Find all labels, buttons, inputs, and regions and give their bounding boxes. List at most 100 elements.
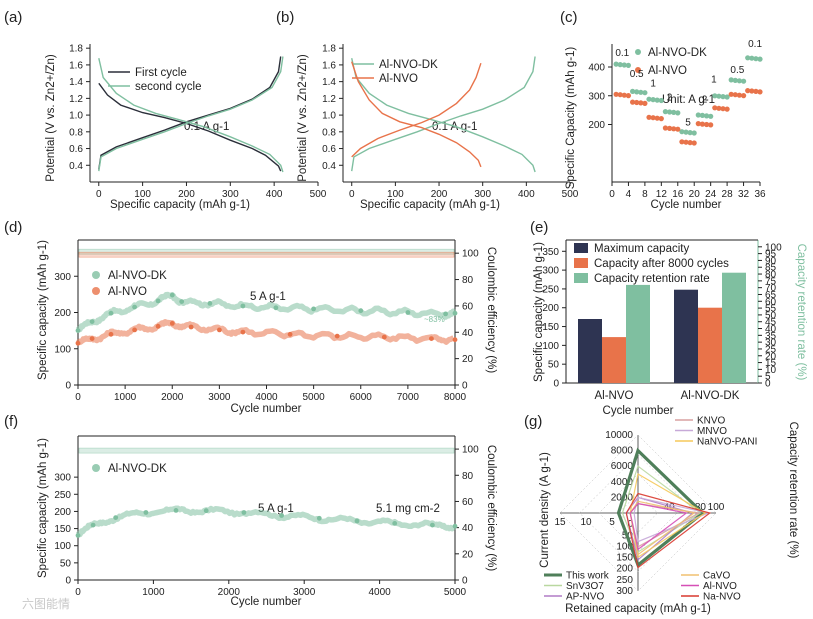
panel-b-legend-label: Al-NVO-DK (379, 59, 438, 71)
panel-a-x-tick-label: 200 (178, 189, 195, 200)
panel-e-bar-maximum-capacity (674, 289, 698, 383)
panel-g-axis-tick: 10000 (605, 430, 633, 441)
panel-e-y-tick-label: 300 (542, 266, 559, 277)
panel-c-rate-label: 1 (711, 75, 717, 86)
panel-b-series-al-nvo-dk-charge (351, 56, 536, 172)
panel-d-y2-tick-label: 80 (462, 275, 474, 286)
panel-c-point-al-nvo (679, 139, 685, 145)
panel-c-x-tick-label: 20 (689, 189, 701, 200)
panel-c-rate-label: 1 (650, 79, 656, 90)
panel-e-y2-tick-label: 20 (765, 351, 777, 362)
panel-a: (a) Specific capacity (mAh g-1) Potentia… (4, 9, 250, 211)
panel-c-x-tick-label: 12 (656, 189, 668, 200)
panel-label-b: (b) (276, 9, 294, 26)
panel-f-point-al-nvo-dk (75, 533, 81, 538)
panel-c-point-al-nvo-dk (646, 96, 652, 102)
panel-e-y2label: Capacity retention rate (%) (795, 244, 807, 381)
panel-c-point-al-nvo (699, 121, 706, 127)
panel-c-point-al-nvo-dk (630, 88, 636, 94)
panel-d-x-tick-label: 6000 (350, 392, 373, 403)
panel-f-point-al-nvo-dk (354, 518, 360, 524)
panel-c-legend-label: Al-NVO (648, 65, 687, 77)
panel-d-point-al-nvo-dk (132, 304, 138, 310)
panel-d-x-tick-label: 2000 (161, 392, 184, 403)
panel-c-ylabel: Specific Capacity (mAh g-1) (565, 47, 577, 190)
panel-g-axis-tick: 8000 (611, 446, 634, 457)
panel-b: (b) Specific capacity (mAh g-1) Potentia… (276, 9, 500, 211)
panel-c-point-al-nvo-dk (634, 89, 640, 95)
panel-f-ylabel: Specific capacity (mAh g-1) (37, 438, 49, 578)
panel-c-point-al-nvo (613, 91, 619, 97)
panel-e-y-tick-label: 100 (542, 341, 559, 352)
panel-d-point-al-nvo (240, 329, 246, 335)
panel-d-x-tick-label: 5000 (303, 392, 326, 403)
panel-c-point-al-nvo-dk (642, 90, 648, 96)
panel-g-axis-tick: 80 (695, 502, 707, 513)
panel-a-x-tick-label: 300 (222, 189, 239, 200)
panel-c-point-al-nvo-dk (675, 110, 681, 116)
panel-label-g: (g) (524, 413, 542, 430)
panel-e-y2-tick-label: 50 (765, 310, 777, 321)
panel-c-point-al-nvo (658, 116, 664, 122)
panel-c-point-al-nvo (720, 106, 726, 112)
panel-c-point-al-nvo (650, 115, 656, 121)
panel-d-point-al-nvo-dk (75, 328, 81, 333)
panel-c-point-al-nvo (708, 122, 714, 128)
panel-e-y-tick-label: 250 (542, 284, 559, 295)
panel-a-series-second-cycle-charge (98, 56, 284, 172)
panel-c-point-al-nvo-dk (704, 113, 710, 119)
panel-e-y2-tick-label: 95 (765, 249, 777, 260)
panel-c-point-al-nvo-dk (757, 56, 763, 62)
panel-label-f: (f) (4, 413, 18, 430)
panel-c-rate-label: 0.1 (748, 39, 762, 50)
panel-d-point-al-nvo (108, 331, 114, 337)
panel-g-legend-label: SnV3O7 (566, 581, 604, 592)
panel-b-series-al-nvo-charge (351, 62, 482, 158)
panel-c-point-al-nvo-dk (749, 55, 755, 61)
panel-g-axis-tick: 4000 (611, 477, 634, 488)
panel-f: (f) Cycle number Specific capacity (mAh … (4, 413, 497, 608)
panel-c-point-al-nvo-dk (708, 113, 714, 119)
panel-c-annotation: Unit: A g-1 (662, 94, 715, 106)
panel-e-legend-label: Capacity after 8000 cycles (594, 258, 729, 270)
panel-c-point-al-nvo (753, 88, 759, 94)
panel-c-point-al-nvo-dk (695, 112, 701, 118)
panel-e-y2-tick-label: 65 (765, 290, 777, 301)
panel-f-y-tick-label: 300 (54, 473, 71, 484)
panel-c-point-al-nvo-dk (745, 55, 751, 61)
panel-c-point-al-nvo-dk (658, 97, 664, 104)
panel-g-series-nanvo-pani (629, 473, 707, 559)
panel-b-y-tick-label: 1.8 (322, 44, 336, 55)
panel-c-point-al-nvo (732, 92, 738, 98)
panel-g-series-mnvo (633, 496, 711, 543)
panel-f-point-al-nvo-dk (90, 522, 96, 528)
panel-d-ce-band (78, 248, 455, 255)
panel-f-point-al-nvo-dk (392, 521, 398, 526)
panel-c-legend-marker (635, 67, 641, 73)
panel-b-legend-label: Al-NVO (379, 73, 418, 85)
panel-b-y-tick-label: 1.2 (322, 94, 336, 105)
panel-f-y-tick-label: 100 (54, 541, 71, 552)
panel-a-y-tick-label: 0.4 (69, 161, 83, 172)
panel-e-y-tick-label: 150 (542, 322, 559, 333)
panel-c-point-al-nvo-dk (613, 61, 619, 67)
panel-f-y-tick-label: 0 (65, 576, 71, 587)
panel-e-y-tick-label: 0 (553, 379, 559, 390)
panel-d-point-al-nvo-dk (358, 308, 364, 314)
panel-c-point-al-nvo (675, 126, 681, 132)
panel-g-legend-label: AP-NVO (566, 592, 605, 603)
panel-d-point-al-nvo-dk (89, 319, 95, 324)
panel-g-legend-label: This work (566, 571, 610, 582)
panel-d-point-al-nvo-dk (169, 292, 175, 298)
panel-c-y-tick-label: 200 (588, 120, 605, 131)
panel-c-point-al-nvo-dk (741, 78, 747, 84)
panel-a-legend-label: First cycle (135, 67, 187, 79)
panel-a-y-tick-label: 0.8 (69, 127, 83, 138)
panel-a-x-tick-label: 500 (310, 189, 327, 200)
panel-f-point-al-nvo-dk (452, 523, 458, 529)
panel-d-point-al-nvo-dk (405, 310, 411, 315)
panel-a-y-tick-label: 1.8 (69, 44, 83, 55)
panel-d-point-al-nvo (188, 324, 194, 330)
panel-c-point-al-nvo-dk (720, 94, 726, 100)
